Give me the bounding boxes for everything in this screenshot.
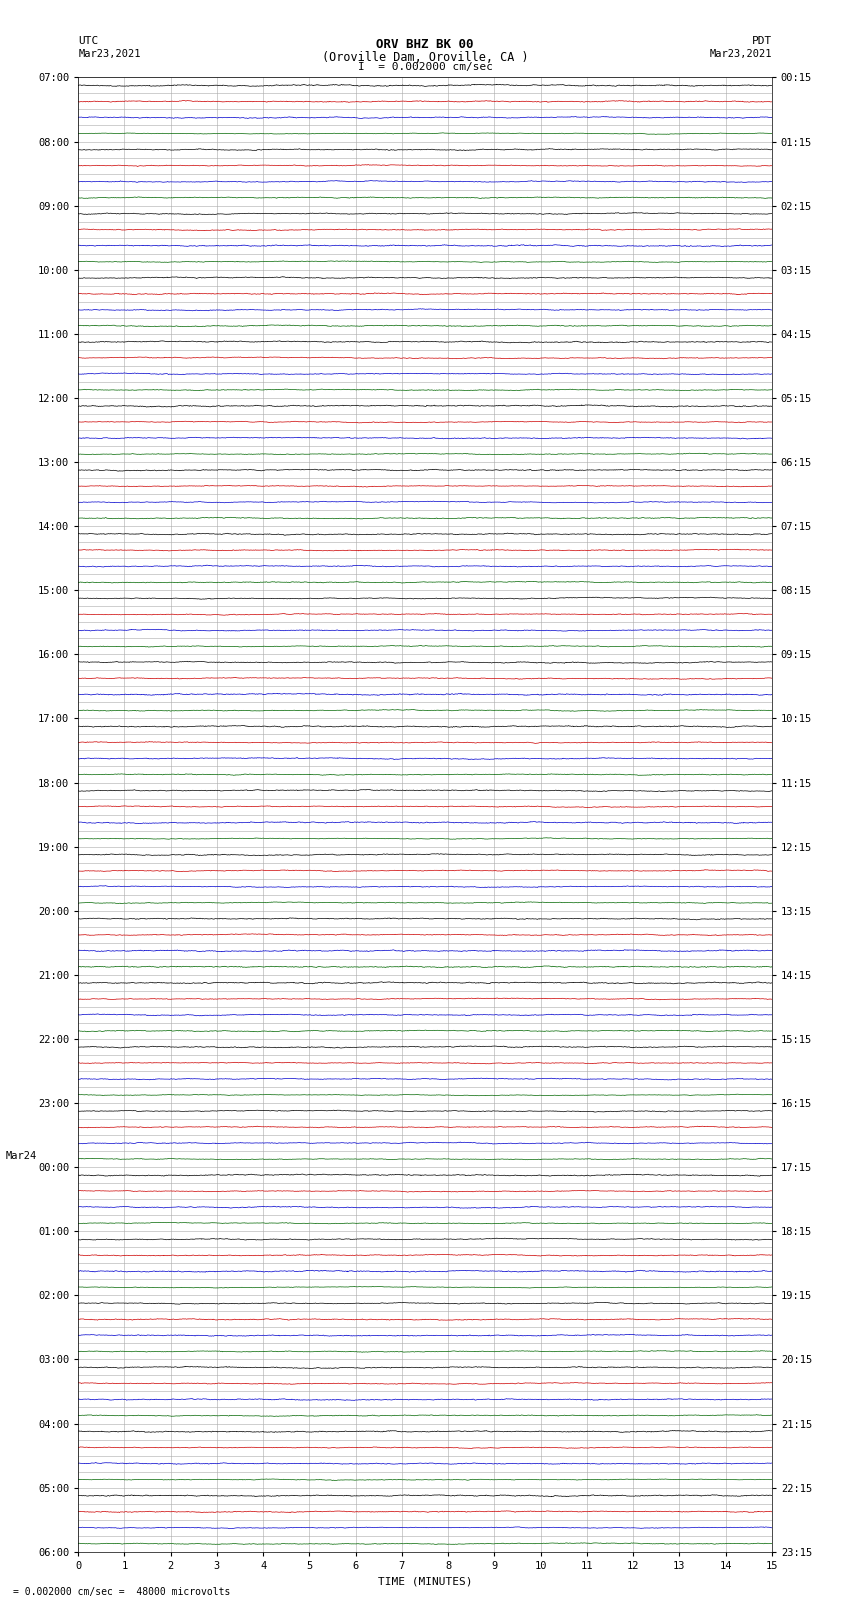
Text: (Oroville Dam, Oroville, CA ): (Oroville Dam, Oroville, CA ) (321, 50, 529, 65)
Text: Mar23,2021: Mar23,2021 (78, 50, 141, 60)
Text: Mar23,2021: Mar23,2021 (709, 50, 772, 60)
Text: ORV BHZ BK 00: ORV BHZ BK 00 (377, 37, 473, 52)
Text: Mar24: Mar24 (6, 1152, 37, 1161)
Text: PDT: PDT (751, 37, 772, 47)
Text: UTC: UTC (78, 37, 99, 47)
X-axis label: TIME (MINUTES): TIME (MINUTES) (377, 1576, 473, 1586)
Text: = 0.002000 cm/sec =  48000 microvolts: = 0.002000 cm/sec = 48000 microvolts (13, 1587, 230, 1597)
Text: I  = 0.002000 cm/sec: I = 0.002000 cm/sec (358, 63, 492, 73)
